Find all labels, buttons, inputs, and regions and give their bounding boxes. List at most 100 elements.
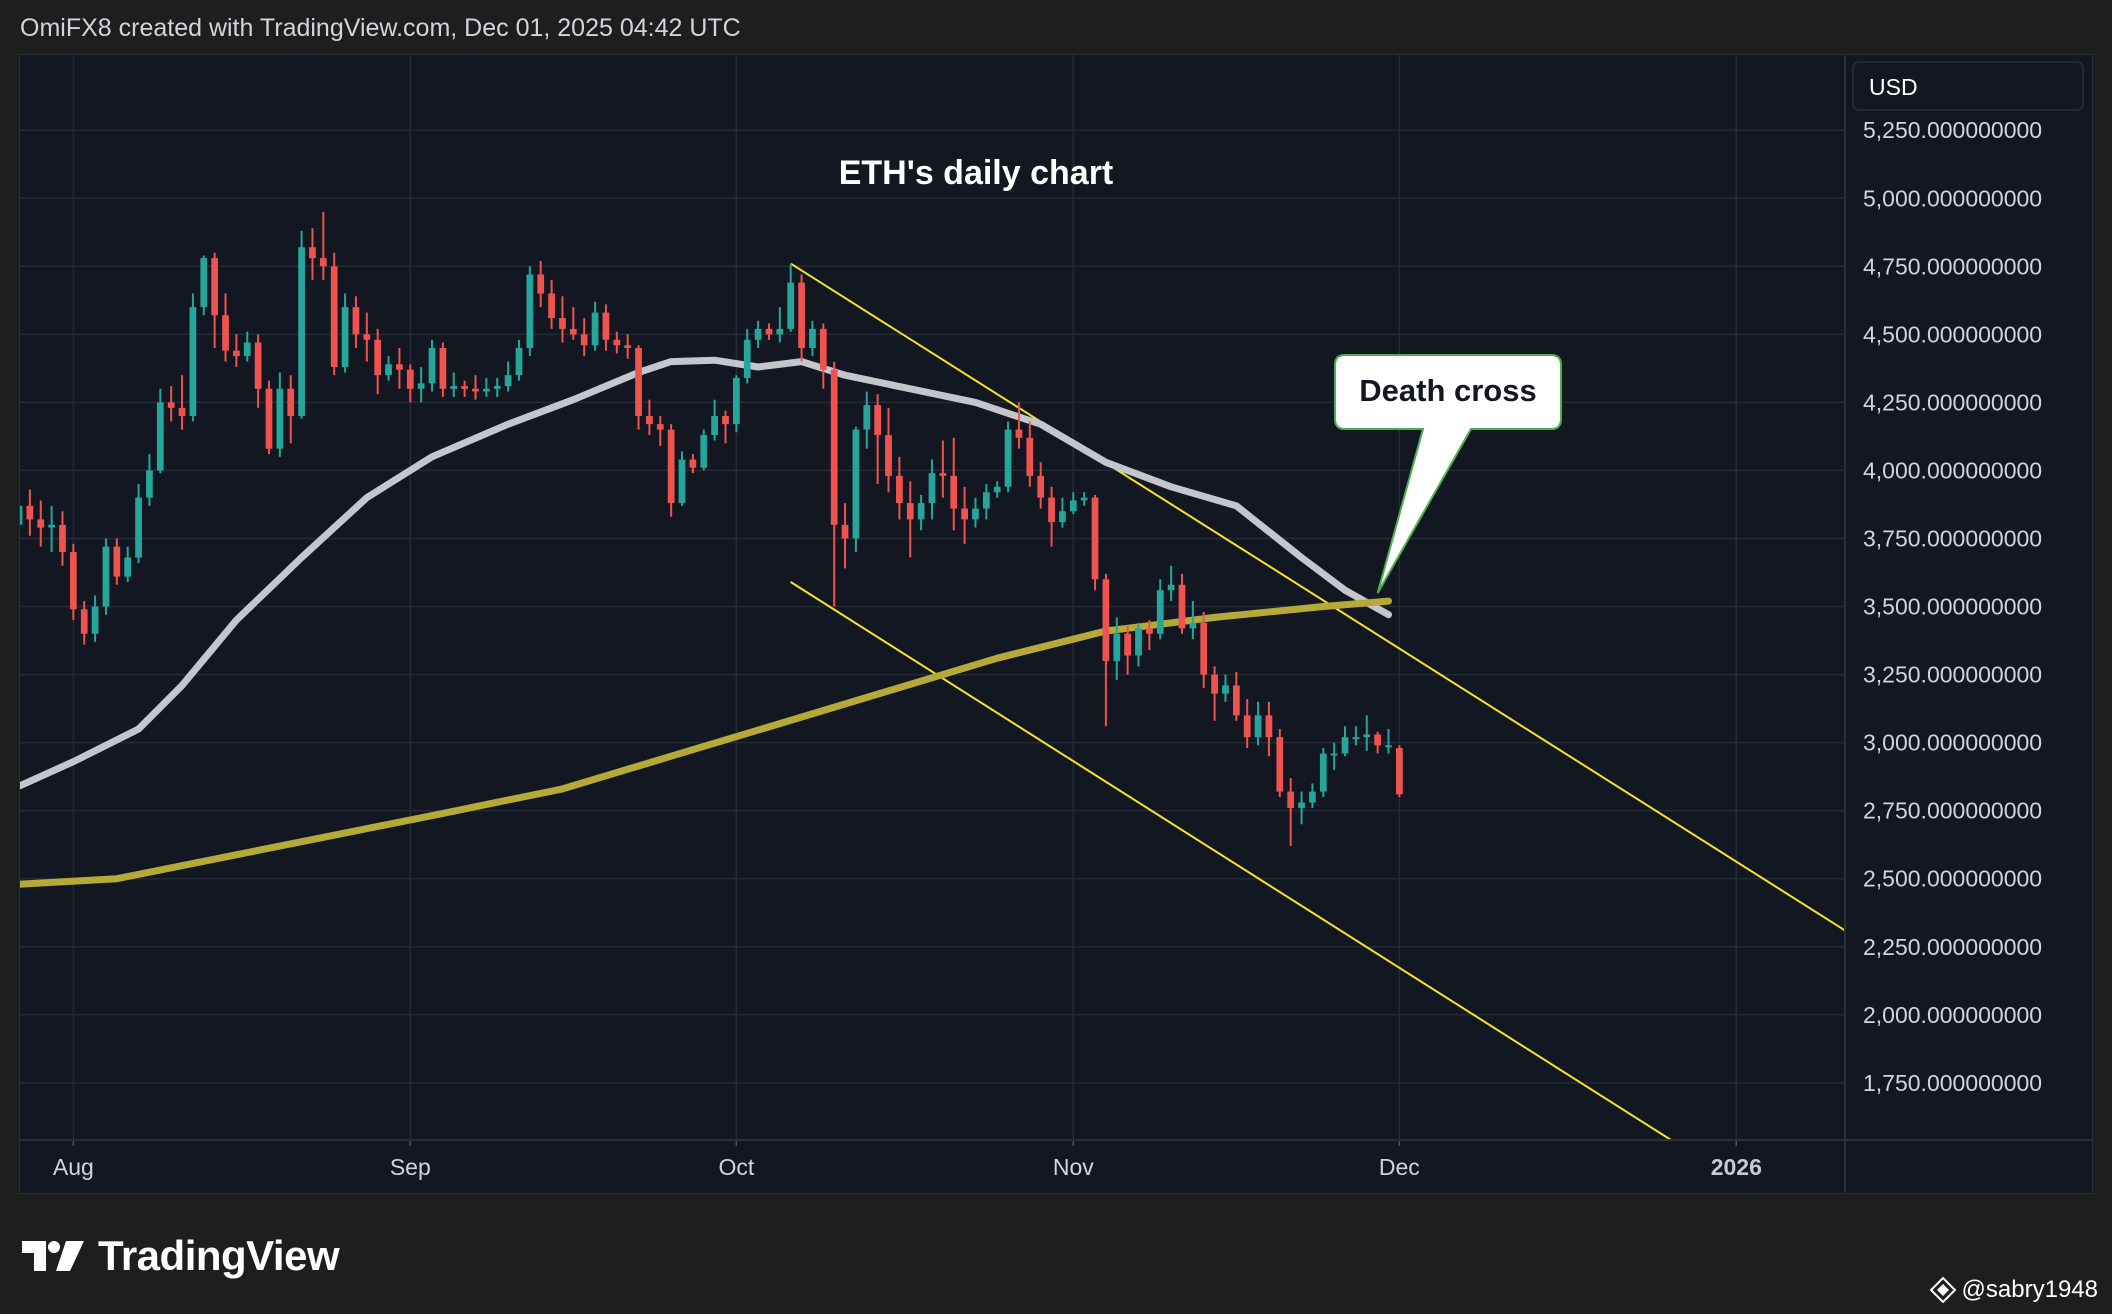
candle <box>1124 625 1132 675</box>
sma-200-line <box>19 597 1392 888</box>
candle <box>1156 579 1164 640</box>
candle <box>287 375 295 444</box>
candle <box>493 377 501 397</box>
candle-body <box>472 388 479 392</box>
candle <box>265 380 273 455</box>
candle <box>254 334 262 408</box>
candle <box>298 230 305 419</box>
chart-credit-header: OmiFX8 created with TradingView.com, Dec… <box>20 14 741 42</box>
y-tick-label: 4,000.000000000 <box>1863 457 2042 483</box>
candle <box>982 484 990 520</box>
candle <box>1265 701 1273 757</box>
eth-candlestick-chart[interactable]: ETH's daily chart Death cross 5,250.00000… <box>19 54 2093 1194</box>
candle <box>613 331 621 354</box>
candle-body <box>939 473 947 476</box>
candle <box>1352 726 1360 746</box>
y-tick-label: 3,250.000000000 <box>1863 662 2042 688</box>
candle <box>102 538 110 615</box>
candle-body <box>396 364 403 370</box>
moving-averages <box>19 356 1392 888</box>
death-cross-callout <box>1334 354 1562 594</box>
candle-body <box>309 247 316 259</box>
candle-body <box>1243 715 1251 738</box>
candle <box>309 228 316 280</box>
candle <box>1004 421 1012 493</box>
candle <box>1309 783 1316 808</box>
candle-body <box>91 606 99 634</box>
candle-body <box>993 486 1001 493</box>
candle-body <box>1341 737 1349 754</box>
candle-body <box>37 519 45 528</box>
candle-body <box>602 312 610 340</box>
candle <box>896 456 903 520</box>
candle-body <box>146 470 153 498</box>
currency-label: USD <box>1869 74 1918 100</box>
candle <box>1102 573 1110 727</box>
candle <box>656 416 664 446</box>
candle <box>711 399 718 441</box>
candle <box>841 503 849 569</box>
candle <box>885 407 892 493</box>
candle <box>1048 486 1055 547</box>
candle-body <box>1330 753 1338 756</box>
candle <box>211 252 219 348</box>
x-tick-label: Aug <box>53 1154 94 1180</box>
candle <box>1319 748 1327 798</box>
candle-body <box>59 524 66 553</box>
candle <box>526 266 534 357</box>
candle-body <box>689 459 697 468</box>
candle <box>374 328 382 395</box>
y-tick-label: 3,000.000000000 <box>1863 730 2042 756</box>
candle <box>732 375 740 433</box>
candle <box>80 601 88 645</box>
candles <box>19 211 1403 847</box>
candle-body <box>635 347 642 416</box>
tradingview-logo-text: TradingView <box>98 1232 340 1279</box>
candle-body <box>319 258 327 267</box>
candle-body <box>776 328 784 335</box>
tradingview-logo[interactable]: TradingView <box>22 1232 340 1280</box>
candle <box>461 380 469 397</box>
y-tick-label: 4,750.000000000 <box>1863 253 2042 279</box>
candle <box>1374 731 1382 754</box>
candle <box>928 459 936 520</box>
candle-body <box>341 307 349 368</box>
candle <box>59 511 66 566</box>
candle-body <box>1211 674 1218 694</box>
candle <box>276 372 284 457</box>
candle <box>156 388 164 474</box>
candle <box>178 375 186 430</box>
candle-body <box>374 339 382 376</box>
candle-body <box>863 405 871 430</box>
candle-body <box>243 342 251 357</box>
chart-frame[interactable]: ETH's daily chart Death cross 5,250.00000… <box>19 54 2093 1194</box>
candle-body <box>982 492 990 509</box>
candle-body <box>135 497 142 558</box>
candle <box>646 399 653 436</box>
candle-body <box>678 459 686 504</box>
candle-body <box>537 274 545 294</box>
candle <box>776 307 784 343</box>
candle-body <box>798 282 805 348</box>
candle <box>1232 671 1240 721</box>
candle <box>222 293 229 362</box>
candle <box>819 323 827 389</box>
candle <box>1026 421 1034 487</box>
candle <box>874 394 882 485</box>
annotations: ETH's daily chart Death cross <box>839 154 1562 594</box>
candle-body <box>1265 715 1273 738</box>
candle-body <box>896 475 903 504</box>
candle <box>993 481 1001 498</box>
candle <box>189 293 197 422</box>
y-tick-label: 2,000.000000000 <box>1863 1002 2042 1028</box>
y-tick-label: 2,500.000000000 <box>1863 866 2042 892</box>
candle-body <box>233 350 240 357</box>
candle-body <box>809 328 816 348</box>
chart-title: ETH's daily chart <box>839 154 1114 192</box>
candle-body <box>178 407 186 416</box>
candle <box>1330 742 1338 770</box>
candle <box>678 451 686 506</box>
candle-body <box>439 347 447 389</box>
candle-body <box>1254 715 1262 738</box>
candle-body <box>928 473 936 504</box>
